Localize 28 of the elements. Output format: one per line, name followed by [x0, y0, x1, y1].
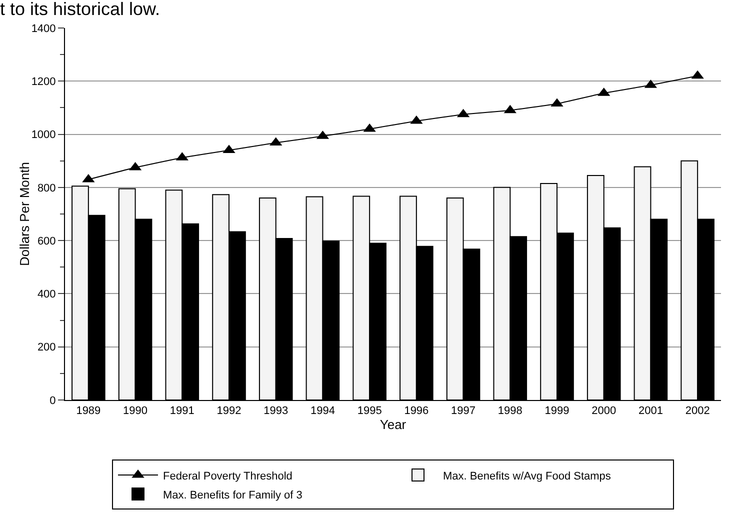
x-tick-label: 1996 [404, 405, 429, 418]
chart-title: t to its historical low. [0, 0, 160, 20]
x-tick-label: 1990 [123, 405, 148, 418]
x-tick-label: 2002 [685, 405, 710, 418]
x-tick-label: 2001 [638, 405, 663, 418]
y-tick-label: 200 [37, 342, 56, 354]
y-tick-label: 1200 [31, 76, 56, 88]
x-tick-label: 1991 [170, 405, 194, 418]
x-tick-label: 2000 [592, 405, 616, 418]
y-tick-label: 1400 [31, 22, 56, 35]
x-tick-label: 1999 [544, 405, 570, 418]
y-tick-label: 1000 [31, 129, 56, 142]
y-tick-label: 600 [37, 235, 56, 248]
x-tick-label: 1995 [357, 405, 382, 418]
x-tick-label: 1989 [76, 405, 101, 418]
x-axis-title: Year [380, 417, 407, 432]
x-tick-label: 1997 [451, 405, 476, 418]
legend-label: Max. Benefits for Family of 3 [163, 489, 302, 502]
x-tick-label: 1992 [216, 405, 242, 418]
x-tick-label: 1998 [498, 405, 522, 418]
y-tick-label: 400 [37, 288, 56, 301]
legend-label: Federal Poverty Threshold [163, 470, 292, 482]
x-tick-label: 1993 [264, 405, 288, 418]
y-tick-label: 0 [50, 394, 56, 407]
y-tick-label: 800 [37, 182, 56, 194]
x-tick-label: 1994 [310, 405, 335, 418]
y-axis-title: Dollars Per Month [17, 162, 32, 266]
legend-label: Max. Benefits w/Avg Food Stamps [443, 470, 612, 482]
